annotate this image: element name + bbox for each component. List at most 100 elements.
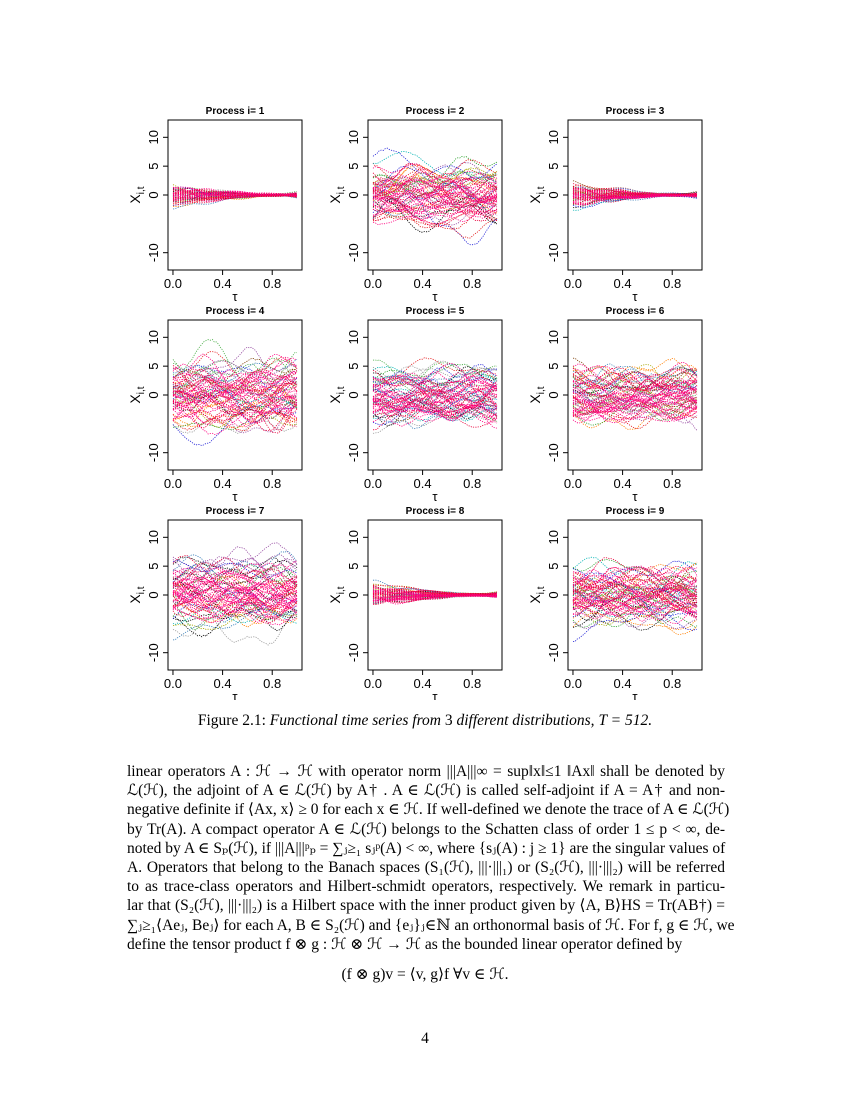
text-line: ∑ⱼ≥₁⟨Aeⱼ, Beⱼ⟩ for each A, B ∈ S₂(ℋ) and… <box>127 916 735 934</box>
curve <box>172 368 298 397</box>
curve <box>572 380 698 401</box>
y-tick-label: 5 <box>146 363 161 370</box>
curve <box>572 586 698 605</box>
curve <box>172 352 298 386</box>
y-axis-label-sub: i,t <box>136 186 147 194</box>
curve <box>172 390 298 428</box>
caption-number: 3 <box>444 712 453 729</box>
curve <box>572 368 698 392</box>
curve <box>373 593 498 604</box>
curve <box>372 388 498 414</box>
curve <box>372 163 498 190</box>
curve <box>172 384 298 406</box>
curve <box>373 584 498 596</box>
curve <box>572 560 698 584</box>
x-tick-label: 0.0 <box>564 676 582 691</box>
curve <box>372 384 498 404</box>
curve <box>172 556 298 576</box>
panel-title: Process i= 5 <box>406 306 465 317</box>
curve <box>172 365 298 418</box>
y-axis-label-main: X <box>127 394 143 404</box>
curve <box>172 591 298 626</box>
curve <box>372 595 498 603</box>
y-tick-label: -10 <box>346 643 361 662</box>
curve <box>572 381 698 410</box>
curve <box>372 377 498 395</box>
curve <box>173 195 298 201</box>
y-axis-label-sub: i,t <box>536 586 547 594</box>
curve <box>572 371 698 396</box>
curve <box>172 359 298 383</box>
x-tick-label: 0.4 <box>214 476 232 491</box>
y-tick-label: -10 <box>346 443 361 462</box>
curve <box>572 380 698 406</box>
curve <box>572 574 697 621</box>
curve <box>172 613 298 646</box>
curve <box>172 560 297 596</box>
x-tick-label: 0.0 <box>364 476 382 491</box>
curve <box>372 397 498 422</box>
y-tick-label: -10 <box>546 243 561 262</box>
curve <box>172 376 298 410</box>
curve <box>372 389 498 429</box>
y-axis-label-main: X <box>527 394 543 404</box>
curve <box>172 190 297 198</box>
curve <box>372 162 498 199</box>
curve <box>372 375 498 397</box>
x-tick-label: 0.8 <box>463 476 481 491</box>
curve <box>572 587 698 610</box>
curves <box>172 338 298 447</box>
curve <box>172 411 298 432</box>
text-line: negative definite if ⟨Ax, x⟩ ≥ 0 for eac… <box>127 801 730 819</box>
curve <box>572 379 698 407</box>
x-tick-label: 0.4 <box>214 276 232 291</box>
y-tick-label: 0 <box>546 391 561 398</box>
curve <box>172 360 298 387</box>
curve <box>172 386 298 428</box>
curve <box>372 400 498 417</box>
curve <box>372 372 498 419</box>
curve <box>372 171 498 204</box>
curve <box>572 368 698 392</box>
y-tick-label: -10 <box>346 243 361 262</box>
curve <box>172 367 298 398</box>
curve <box>572 581 698 611</box>
curve <box>172 606 298 630</box>
curve <box>572 194 698 200</box>
curve <box>372 402 498 414</box>
curve <box>172 574 298 597</box>
curve <box>572 602 698 631</box>
curve <box>373 180 498 201</box>
panel-title: Process i= 3 <box>606 106 665 117</box>
x-tick-label: 0.4 <box>214 676 232 691</box>
curve <box>172 562 298 592</box>
curve <box>572 556 698 581</box>
curve <box>572 383 698 404</box>
x-tick-label: 0.4 <box>614 676 632 691</box>
curves <box>572 556 698 642</box>
curve <box>572 558 698 589</box>
curve <box>172 550 298 576</box>
curve <box>572 378 698 403</box>
curve <box>572 367 698 394</box>
curve <box>172 390 298 427</box>
curve <box>572 565 698 587</box>
x-tick-label: 0.0 <box>564 276 582 291</box>
x-tick-label: 0.8 <box>263 676 281 691</box>
x-tick-label: 0.0 <box>364 276 382 291</box>
x-axis-label: τ <box>232 489 238 504</box>
curve <box>372 164 498 197</box>
x-axis-label: τ <box>632 489 638 504</box>
curve <box>172 376 298 421</box>
page-number: 4 <box>421 1030 429 1047</box>
curve <box>372 587 498 595</box>
curve <box>172 400 298 428</box>
curve <box>572 600 698 622</box>
curve <box>372 195 498 230</box>
curve <box>372 379 498 415</box>
curve <box>572 192 698 202</box>
curve <box>372 593 498 601</box>
y-tick-label: 5 <box>346 563 361 570</box>
x-tick-label: 0.0 <box>164 476 182 491</box>
y-tick-label: 5 <box>546 163 561 170</box>
